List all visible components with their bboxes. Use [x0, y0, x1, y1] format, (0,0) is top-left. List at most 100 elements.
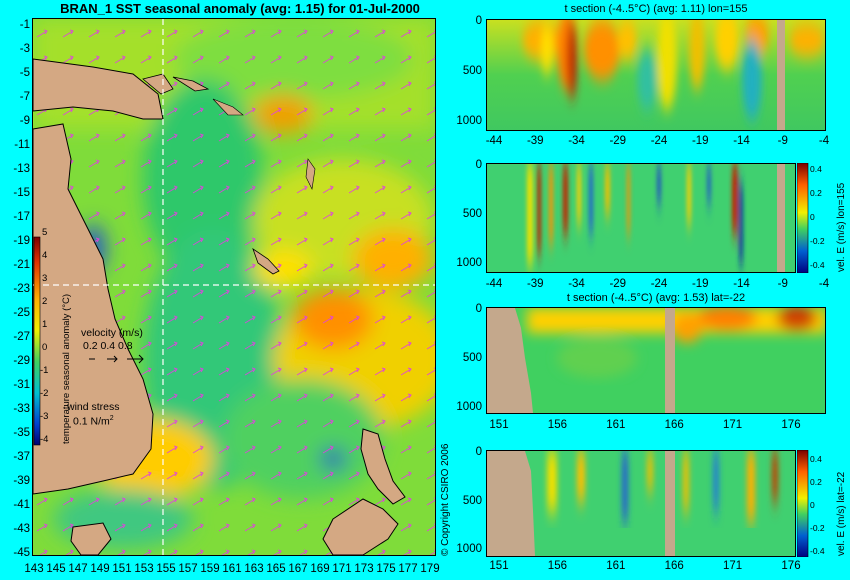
map-y-tick: -35 [13, 427, 30, 439]
p4-cbar-tick: -0.4 [810, 546, 825, 556]
map-y-tick: -1 [19, 19, 30, 31]
map-y-tick: -43 [13, 523, 30, 535]
panel4-side-label: vel. E (m/s) lat=-22 [836, 471, 847, 556]
p2-x-tick: -4 [818, 278, 830, 290]
p2-y-tick: 500 [462, 208, 482, 220]
cbar-tick: -1 [40, 365, 49, 376]
map-y-tick: -3 [19, 43, 30, 55]
p2-x-tick: -39 [526, 278, 544, 290]
temp-section-lon155[interactable] [486, 19, 826, 131]
p4-cbar-tick: 0 [810, 500, 815, 510]
map-y-tick: -5 [19, 67, 30, 79]
map-x-tick: 151 [112, 563, 132, 575]
map-canvas [33, 19, 435, 555]
p1-x-tick: -44 [485, 135, 503, 147]
p3-x-tick: 171 [723, 419, 743, 431]
p2-cbar-tick: 0 [810, 212, 815, 222]
velocity-legend-title: velocity (m/s) [81, 327, 143, 339]
velocity-legend-arrows [89, 354, 144, 364]
map-y-tick: -13 [13, 163, 30, 175]
p2-cbar-tick: 0.4 [810, 164, 822, 174]
p2-x-tick: -14 [733, 278, 750, 290]
panel2-colorbar [797, 163, 809, 273]
p3-x-tick: 151 [489, 419, 509, 431]
sst-colorbar [33, 236, 41, 446]
p4-cbar-tick: 0.4 [810, 454, 822, 464]
map-y-tick: -45 [13, 547, 30, 559]
map-x-tick: 165 [266, 563, 286, 575]
p1-y-tick: 500 [462, 65, 482, 77]
map-x-tick: 155 [156, 563, 176, 575]
panel4-canvas [487, 451, 795, 556]
map-x-tick: 153 [134, 563, 154, 575]
p4-cbar-tick: -0.2 [810, 523, 825, 533]
map-title: BRAN_1 SST seasonal anomaly (avg: 1.15) … [60, 1, 420, 16]
p4-x-tick: 176 [781, 560, 801, 572]
p2-cbar-tick: -0.2 [810, 236, 825, 246]
map-y-tick: -27 [13, 331, 30, 343]
map-y-tick: -25 [13, 307, 30, 319]
wind-legend-title: wind stress [67, 401, 120, 413]
map-y-tick: -7 [19, 91, 30, 103]
p1-x-tick: -24 [650, 135, 668, 147]
p3-y-tick: 1000 [456, 401, 482, 413]
panel3-title: t section (-4..5°C) (avg: 1.53) lat=-22 [566, 292, 746, 304]
p1-y-tick: 0 [475, 15, 482, 27]
p4-x-tick: 161 [606, 560, 626, 572]
cbar-tick: -2 [40, 388, 49, 399]
map-x-tick: 175 [376, 563, 396, 575]
p3-x-tick: 166 [664, 419, 684, 431]
map-y-tick: -15 [13, 187, 30, 199]
map-x-tick: 161 [222, 563, 242, 575]
p2-y-tick: 0 [475, 159, 482, 171]
p4-x-tick: 151 [489, 560, 509, 572]
map-y-tick: -41 [13, 499, 30, 511]
velocity-section-lat-22[interactable] [486, 450, 796, 557]
p2-x-tick: -44 [485, 278, 503, 290]
cbar-tick: 5 [42, 227, 48, 238]
cbar-tick: -4 [40, 434, 49, 445]
p1-x-tick: -39 [526, 135, 544, 147]
p2-x-tick: -24 [650, 278, 668, 290]
map-y-tick: -9 [19, 115, 30, 127]
panel2-side-label: vel. E (m/s) lon=155 [836, 182, 847, 272]
p2-x-tick: -19 [691, 278, 709, 290]
p3-y-tick: 500 [462, 352, 482, 364]
cbar-tick: 4 [42, 250, 48, 261]
panel1-canvas [487, 20, 825, 130]
p4-y-tick: 1000 [456, 543, 482, 555]
map-y-tick: -17 [13, 211, 30, 223]
map-x-tick: 167 [288, 563, 308, 575]
colorbar-label: temperature seasonal anomaly (°C) [61, 293, 72, 444]
map-y-tick: -39 [13, 475, 30, 487]
p3-x-tick: 161 [606, 419, 626, 431]
cbar-tick: 1 [42, 319, 48, 330]
map-x-tick: 145 [46, 563, 66, 575]
p2-x-tick: -34 [568, 278, 585, 290]
panel3-canvas [487, 308, 825, 413]
map-x-tick: 179 [420, 563, 440, 575]
cbar-tick: 2 [42, 296, 48, 307]
p2-cbar-tick: -0.4 [810, 260, 825, 270]
cbar-tick: -3 [40, 411, 49, 422]
p2-y-tick: 1000 [456, 257, 482, 269]
sst-anomaly-map[interactable]: 5 4 3 2 1 0 -1 -2 -3 -4 temperature seas… [32, 18, 436, 556]
p4-x-tick: 166 [664, 560, 684, 572]
map-y-tick: -19 [13, 235, 30, 247]
p2-x-tick: -29 [609, 278, 627, 290]
map-y-tick: -31 [13, 379, 30, 391]
p4-cbar-tick: 0.2 [810, 477, 822, 487]
p4-x-tick: 171 [723, 560, 743, 572]
velocity-legend-values: 0.2 0.4 0.8 [83, 340, 133, 352]
temp-section-lat-22[interactable] [486, 307, 826, 414]
wind-legend-number: 0.1 N/m [73, 415, 110, 428]
p1-x-tick: -4 [818, 135, 830, 147]
map-y-tick: -11 [14, 139, 30, 151]
velocity-section-lon155[interactable] [486, 163, 796, 273]
p4-x-tick: 156 [547, 560, 567, 572]
map-y-tick: -21 [13, 259, 30, 271]
p1-x-tick: -29 [609, 135, 627, 147]
map-x-tick: 163 [244, 563, 264, 575]
cbar-tick: 0 [42, 342, 48, 353]
map-x-tick: 157 [178, 563, 198, 575]
